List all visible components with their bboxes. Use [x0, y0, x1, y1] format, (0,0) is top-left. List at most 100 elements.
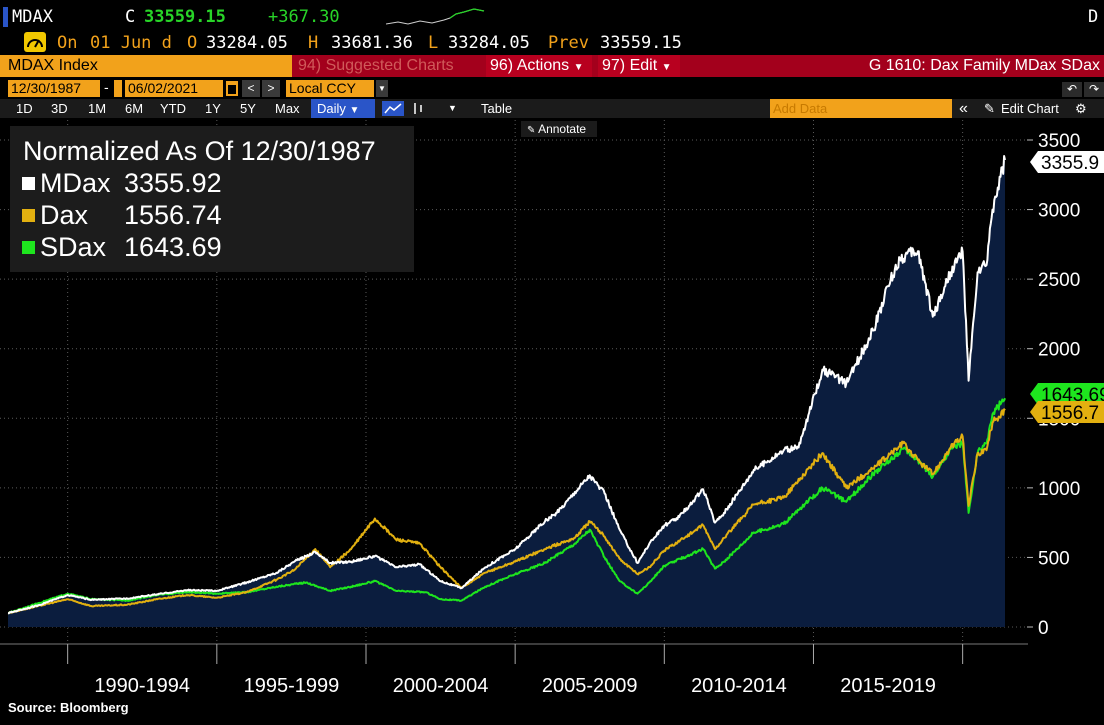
y-tick-label-1000: 1000: [1038, 479, 1080, 500]
legend-value-sdax: 1643.69: [124, 232, 222, 262]
on-label: On: [57, 33, 78, 53]
gauge-icon[interactable]: [24, 32, 46, 52]
gear-icon[interactable]: ⚙: [1075, 101, 1087, 116]
period-3d[interactable]: 3D: [51, 101, 68, 116]
x-period-label-2010-2014: 2010-2014: [691, 675, 787, 697]
x-period-label-2005-2009: 2005-2009: [542, 675, 638, 697]
collapse-button[interactable]: «: [959, 100, 968, 117]
last-value-tag-bg-mdax: [1030, 151, 1104, 173]
calendar-icon[interactable]: [226, 81, 238, 96]
chart-toolbar: 1D 3D 1M 6M YTD 1Y 5Y Max Daily ▼ ▼ Tabl…: [0, 99, 1104, 118]
table-button[interactable]: Table: [481, 101, 513, 116]
period-max[interactable]: Max: [275, 101, 300, 116]
prev-label: Prev: [548, 33, 589, 53]
frequency-select[interactable]: Daily ▼: [311, 99, 375, 118]
currency-select[interactable]: Local CCY: [286, 80, 374, 97]
annotate-label: Annotate: [538, 122, 587, 136]
legend-value-dax: 1556.74: [124, 200, 222, 230]
y-tick-label-2500: 2500: [1038, 270, 1080, 291]
period-5y[interactable]: 5Y: [240, 101, 256, 116]
y-tick-label-0: 0: [1038, 618, 1049, 639]
high-label: H: [308, 33, 319, 53]
actions-menu[interactable]: 96) Actions ▼: [486, 55, 592, 77]
legend-swatch-sdax: [22, 241, 35, 254]
x-period-label-1995-1999: 1995-1999: [244, 675, 340, 697]
edit-chart-button[interactable]: Edit Chart: [1001, 101, 1059, 116]
x-period-label-2000-2004: 2000-2004: [393, 675, 489, 697]
change-value: +367.30: [268, 7, 340, 27]
period-1d[interactable]: 1D: [16, 101, 33, 116]
ticker[interactable]: MDAX: [12, 7, 53, 27]
period-1y[interactable]: 1Y: [205, 101, 221, 116]
edit-menu[interactable]: 97) Edit ▼: [598, 55, 680, 77]
corner-glyph: D: [1088, 7, 1099, 27]
low-label: L: [428, 33, 439, 53]
line-chart-icon[interactable]: [382, 101, 404, 116]
sparkline-icon: [386, 8, 485, 25]
x-period-label-1990-1994: 1990-1994: [94, 675, 190, 697]
last-value-tag-text-sdax: 1643.69: [1041, 385, 1104, 406]
last-value-tag-text-dax: 1556.7: [1041, 403, 1099, 424]
series-line-sdax: [7, 397, 1006, 615]
legend-swatch-dax: [22, 209, 35, 222]
low-value: 33284.05: [448, 33, 530, 53]
close-label: C: [125, 7, 136, 27]
currency-dropdown-icon[interactable]: ▼: [376, 80, 388, 97]
security-field[interactable]: MDAX Index: [0, 55, 292, 77]
y-tick-label-2000: 2000: [1038, 340, 1080, 361]
quote-bar: MDAX C 33559.15 +367.30 D: [0, 4, 1104, 30]
last-value-tag-bg-dax: [1030, 401, 1104, 423]
start-date-input[interactable]: 12/30/1987: [8, 80, 100, 97]
edit-label: 97) Edit: [602, 57, 658, 74]
bar-chart-icon[interactable]: [410, 101, 426, 116]
redo-button[interactable]: ↷: [1084, 82, 1104, 97]
open-label: O: [187, 33, 198, 53]
legend-name-dax: Dax: [40, 200, 89, 230]
pencil-icon[interactable]: ✎: [984, 101, 995, 116]
open-value: 33284.05: [206, 33, 288, 53]
add-data-input[interactable]: Add Data: [770, 99, 952, 118]
next-range-button[interactable]: >: [262, 80, 280, 97]
y-tick-label-500: 500: [1038, 548, 1070, 569]
legend-item-mdax[interactable]: MDax 3355.92: [22, 168, 222, 199]
x-period-label-2015-2019: 2015-2019: [840, 675, 936, 697]
date-separator: -: [104, 79, 109, 95]
prev-value: 33559.15: [600, 33, 682, 53]
period-1m[interactable]: 1M: [88, 101, 107, 116]
suggested-charts-label: 94) Suggested Charts: [298, 57, 454, 74]
mdax-area: [8, 156, 1005, 627]
legend-item-sdax[interactable]: SDax 1643.69: [22, 232, 222, 263]
legend-value-mdax: 3355.92: [124, 168, 222, 198]
period-6m[interactable]: 6M: [125, 101, 144, 116]
legend-item-dax[interactable]: Dax 1556.74: [22, 200, 222, 231]
command-bar: MDAX Index 94) Suggested Charts 96) Acti…: [0, 55, 1104, 77]
chart-title: G 1610: Dax Family MDax SDax: [868, 57, 1100, 74]
chart-type-dropdown-icon[interactable]: ▼: [448, 103, 457, 113]
suggested-charts-button[interactable]: 94) Suggested Charts: [294, 55, 480, 77]
close-value: 33559.15: [144, 7, 226, 27]
last-value-tag-bg-sdax: [1030, 383, 1104, 405]
end-date-input[interactable]: 06/02/2021: [125, 80, 223, 97]
frequency-dropdown-icon: ▼: [349, 105, 360, 116]
legend-title: Normalized As Of 12/30/1987: [23, 136, 376, 166]
series-line-mdax: [7, 155, 1006, 615]
series-line-dax: [7, 408, 1006, 615]
last-value-tag-sdax: 1643.69: [1030, 383, 1104, 406]
period-ytd[interactable]: YTD: [160, 101, 186, 116]
legend-swatch-mdax: [22, 177, 35, 190]
legend-name-sdax: SDax: [40, 232, 107, 262]
prev-range-button[interactable]: <: [242, 80, 260, 97]
security-label: MDAX Index: [8, 57, 98, 74]
y-tick-label-3000: 3000: [1038, 201, 1080, 222]
date-range-bar: 12/30/1987 - 06/02/2021 < > Local CCY ▼: [0, 79, 1104, 98]
y-tick-label-3500: 3500: [1038, 131, 1080, 152]
quote-detail-bar: On 01 Jun d O 33284.05 H 33681.36 L 3328…: [0, 30, 1104, 54]
actions-dropdown-icon: ▼: [573, 62, 584, 73]
edit-dropdown-icon: ▼: [661, 62, 672, 73]
start-date-marker: [114, 80, 122, 97]
high-value: 33681.36: [331, 33, 413, 53]
annotate-button[interactable]: ✎ Annotate: [521, 121, 597, 137]
legend[interactable]: Normalized As Of 12/30/1987 MDax 3355.92…: [10, 126, 414, 272]
last-value-tag-dax: 1556.7: [1030, 401, 1104, 424]
undo-button[interactable]: ↶: [1062, 82, 1082, 97]
